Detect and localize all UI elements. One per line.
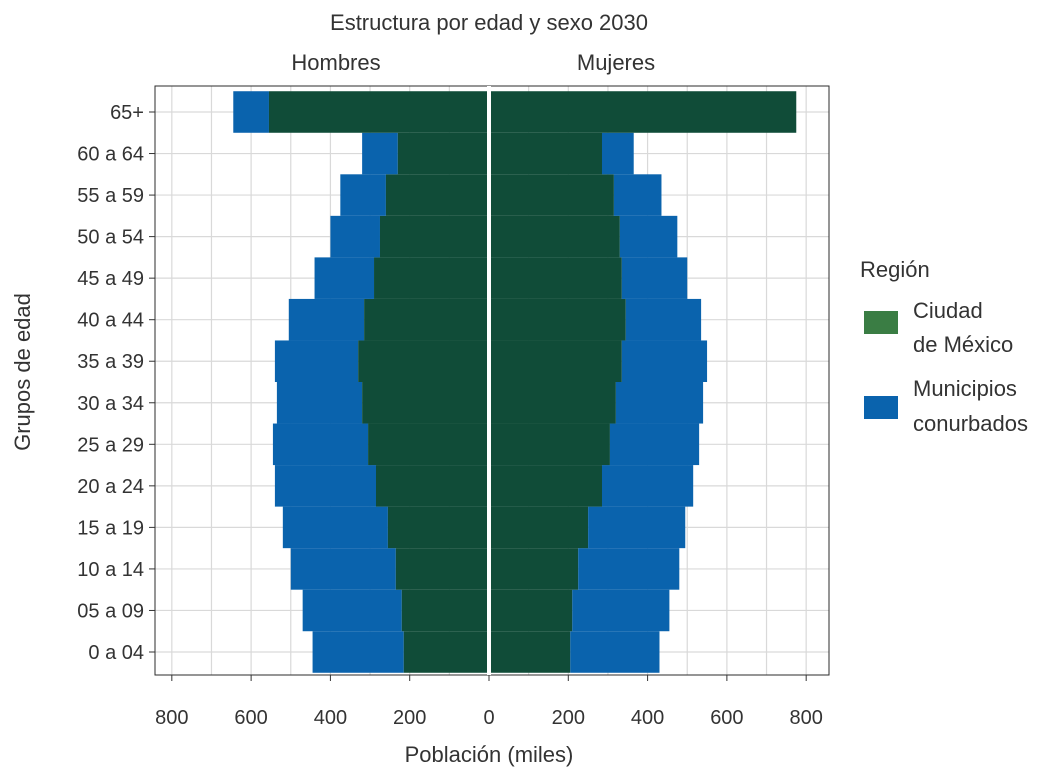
x-tick-label: 600 [234,707,267,729]
y-tick-label: 50 a 54 [77,227,144,249]
bar-hombres-municipios [274,340,359,382]
bar-mujeres-ciudad [489,215,620,258]
y-axis-ticks: 0 a 04 05 a 09 10 a 14 15 a 19 20 a 24 25 a 2… [77,102,155,664]
y-tick-label: 0 a 04 [88,642,144,664]
bar-hombres-municipios [314,257,375,299]
bar-hombres-ciudad [374,257,489,299]
bar-mujeres-municipios [601,465,694,507]
bar-mujeres-municipios [588,506,686,549]
bar-mujeres-ciudad [489,91,797,133]
bar-hombres-municipios [330,215,380,258]
bar-mujeres-ciudad [489,589,573,632]
bar-hombres-ciudad [395,548,489,590]
legend-label-municipios-line1: Municipios [913,376,1017,401]
bar-mujeres-ciudad [489,174,614,216]
y-tick-label: 45 a 49 [77,268,144,290]
x-tick-label: 200 [552,707,585,729]
facet-label-mujeres: Mujeres [577,50,655,75]
bar-hombres-municipios [302,589,402,632]
bar-hombres-municipios [233,91,269,133]
bar-mujeres-municipios [625,298,702,341]
plot-frame [154,85,830,676]
legend-swatch-ciudad-de-mexico [864,311,898,334]
bar-hombres-ciudad [379,215,489,258]
bar-hombres-ciudad [387,506,489,549]
legend: Región Ciudad de México Municipios conur… [860,257,1028,436]
bar-mujeres-ciudad [489,506,589,549]
bar-hombres-ciudad [376,465,489,507]
bar-mujeres-ciudad [489,132,602,175]
bar-hombres-municipios [290,548,396,590]
y-tick-label: 30 a 34 [77,393,144,415]
x-tick-label: 800 [789,707,822,729]
bar-mujeres-municipios [619,215,678,258]
x-tick-label: 400 [314,707,347,729]
bars [233,91,797,673]
legend-label-municipios-line2: conurbados [913,411,1028,436]
y-tick-label: 35 a 39 [77,351,144,373]
bar-mujeres-municipios [613,174,662,216]
bar-hombres-municipios [282,506,388,549]
bar-mujeres-municipios [621,340,708,382]
y-tick-label: 20 a 24 [77,476,144,498]
bar-hombres-municipios [362,132,398,175]
bar-mujeres-ciudad [489,382,616,424]
y-tick-label: 40 a 44 [77,310,144,332]
bar-hombres-ciudad [401,589,489,632]
bar-mujeres-municipios [609,423,700,466]
bar-mujeres-ciudad [489,423,610,466]
y-tick-label: 10 a 14 [77,559,144,581]
bar-hombres-ciudad [362,382,489,424]
bar-hombres-ciudad [268,91,489,133]
legend-label-ciudad-line1: Ciudad [913,298,983,323]
bar-hombres-ciudad [397,132,489,175]
bar-mujeres-municipios [601,132,634,175]
x-tick-label: 0 [483,707,494,729]
y-tick-label: 25 a 29 [77,434,144,456]
y-tick-label: 55 a 59 [77,185,144,207]
bar-mujeres-ciudad [489,298,626,341]
x-tick-label: 600 [710,707,743,729]
bar-hombres-municipios [288,298,365,341]
bar-hombres-ciudad [385,174,489,216]
y-tick-label: 05 a 09 [77,600,144,622]
bar-mujeres-ciudad [489,631,571,673]
bar-mujeres-ciudad [489,257,622,299]
y-tick-label: 15 a 19 [77,517,144,539]
bar-mujeres-municipios [578,548,680,590]
bar-mujeres-municipios [570,631,660,673]
bar-hombres-ciudad [368,423,489,466]
bar-mujeres-ciudad [489,465,602,507]
chart-title: Estructura por edad y sexo 2030 [330,10,648,35]
bar-mujeres-ciudad [489,548,579,590]
bar-mujeres-municipios [572,589,670,632]
legend-swatch-municipios-conurbados [864,396,898,419]
facet-label-hombres: Hombres [291,50,380,75]
bar-mujeres-ciudad [489,340,622,382]
x-tick-label: 400 [631,707,664,729]
legend-title: Región [860,257,930,282]
y-tick-label: 65+ [110,102,144,124]
bar-hombres-municipios [340,174,386,216]
x-tick-label: 800 [155,707,188,729]
y-axis-title: Grupos de edad [10,293,35,451]
legend-label-ciudad-line2: de México [913,332,1013,357]
x-axis-title: Población (miles) [405,742,574,767]
bar-hombres-municipios [276,382,363,424]
bar-mujeres-municipios [621,257,688,299]
bar-hombres-ciudad [358,340,489,382]
bar-hombres-municipios [274,465,377,507]
bar-hombres-municipios [312,631,404,673]
y-tick-label: 60 a 64 [77,144,144,166]
bar-hombres-ciudad [364,298,489,341]
bar-mujeres-municipios [615,382,704,424]
x-axis-ticks: 800 600 400 200 0 200 400 600 800 [155,675,823,729]
bar-hombres-ciudad [403,631,489,673]
bar-hombres-municipios [272,423,369,466]
x-tick-label: 200 [393,707,426,729]
